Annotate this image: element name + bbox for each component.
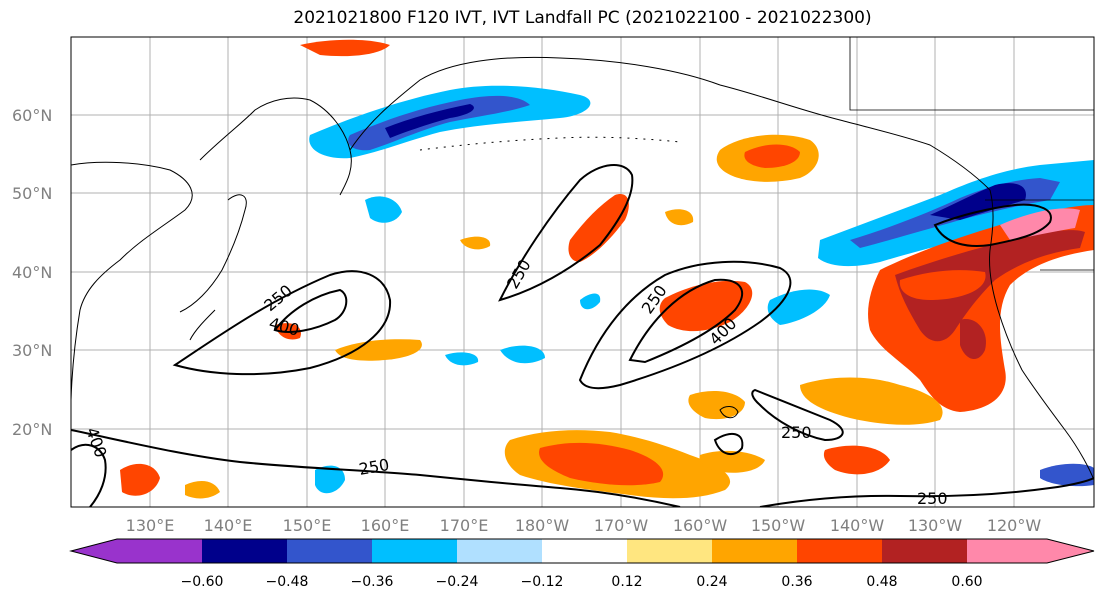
lon-label: 150°W [751,516,806,535]
lon-label: 180°W [515,516,570,535]
colorbar-swatch [372,539,457,563]
lon-label: 140°W [830,516,885,535]
colorbar-swatch [967,539,1047,563]
colorbar-tick-label: −0.24 [436,574,479,590]
lon-label: 160°W [673,516,728,535]
colorbar-tick-label: −0.36 [351,574,394,590]
colorbar-min-arrow [71,539,117,563]
contour-label: 250 [917,489,948,508]
colorbar-swatch [287,539,372,563]
colorbar-tick-label: 0.24 [696,574,727,590]
map-content: 250 400 250 250 400 250 250 250 400 [71,37,1094,508]
colorbar-tick-label: 0.36 [781,574,812,590]
lon-label: 120°W [987,516,1042,535]
colorbar-tick-label: −0.48 [266,574,309,590]
lat-label: 20°N [12,420,52,439]
ivt-pc-fill [120,39,1094,499]
colorbar-tick-label: 0.60 [951,574,982,590]
ivt-contours [71,163,1094,507]
coastlines [71,37,1094,481]
colorbar-tick-label: −0.12 [521,574,564,590]
map-frame [70,36,1095,508]
contour-label: 250 [781,423,812,442]
colorbar-swatch [882,539,967,563]
colorbar-swatch [712,539,797,563]
colorbar-swatch [542,539,627,563]
lon-label: 150°E [283,516,332,535]
colorbar-outline [69,538,1095,564]
colorbar-swatch [202,539,287,563]
colorbar-max-arrow [1047,539,1094,563]
lon-label: 170°W [594,516,649,535]
lon-label: 170°E [440,516,489,535]
longitude-labels: 130°E 140°E 150°E 160°E 170°E 180°W 170°… [126,516,1042,535]
lat-label: 40°N [12,263,52,282]
colorbar: −0.60 −0.48 −0.36 −0.24 −0.12 0.12 0.24 … [69,538,1095,590]
colorbar-tick-label: 0.12 [611,574,642,590]
colorbar-swatch [457,539,542,563]
map-title: 2021021800 F120 IVT, IVT Landfall PC (20… [293,8,872,28]
colorbar-tick-label: −0.60 [181,574,224,590]
lon-label: 130°W [908,516,963,535]
colorbar-swatch [627,539,712,563]
colorbar-swatch [797,539,882,563]
lat-label: 30°N [12,341,52,360]
lon-label: 130°E [126,516,175,535]
colorbar-swatch [117,539,202,563]
lat-label: 50°N [12,184,52,203]
lat-label: 60°N [12,106,52,125]
colorbar-tick-label: 0.48 [866,574,897,590]
lon-label: 160°E [361,516,410,535]
latitude-labels: 60°N 50°N 40°N 30°N 20°N [12,106,52,439]
lon-label: 140°E [204,516,253,535]
